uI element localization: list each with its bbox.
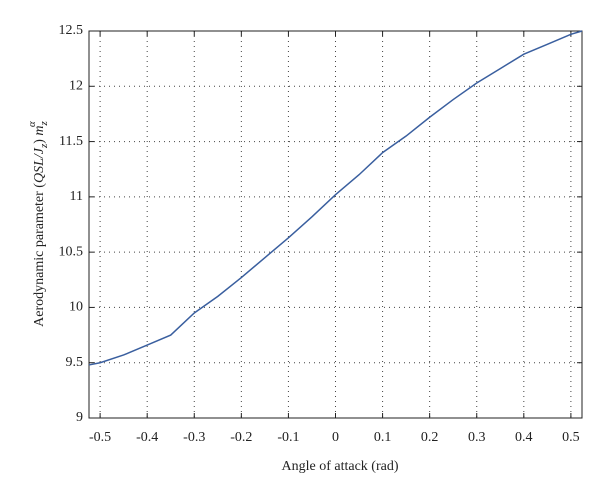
x-tick-label: 0: [332, 430, 339, 445]
y-tick-label: 10.5: [59, 244, 84, 259]
x-tick-label: -0.2: [230, 430, 252, 445]
y-tick-label: 10: [69, 300, 83, 315]
x-tick-label: -0.5: [89, 430, 111, 445]
plot-frame: [88, 30, 583, 419]
y-label-part: QSL/J: [32, 147, 47, 183]
y-tick-label: 12: [69, 79, 83, 94]
y-tick-label: 11.5: [59, 134, 83, 149]
x-tick-label: 0.5: [562, 430, 580, 445]
x-tick-label: 0.3: [468, 430, 486, 445]
y-label-part: z: [38, 143, 50, 149]
y-tick-label: 9: [76, 410, 83, 425]
y-label-part: z: [38, 120, 50, 126]
line-series: [88, 30, 583, 366]
x-tick-label: 0.1: [374, 430, 392, 445]
y-label-part: m: [32, 125, 47, 135]
x-tick-label: -0.3: [183, 430, 205, 445]
y-axis-label: Aerodynamic parameter (QSL/Jz) mzα: [26, 120, 50, 326]
x-tick-label: -0.4: [136, 430, 158, 445]
y-label-part: Aerodynamic parameter (: [32, 183, 47, 327]
x-tick-label: 0.2: [421, 430, 439, 445]
y-tick-label: 12.5: [59, 23, 84, 38]
y-tick-label: 9.5: [66, 355, 84, 370]
x-axis-label: Angle of attack (rad): [282, 459, 399, 474]
y-tick-label: 11: [70, 189, 83, 204]
y-label-part: α: [26, 121, 38, 127]
x-tick-label: 0.4: [515, 430, 533, 445]
x-tick-label: -0.1: [277, 430, 299, 445]
y-label-part: ): [32, 136, 47, 144]
